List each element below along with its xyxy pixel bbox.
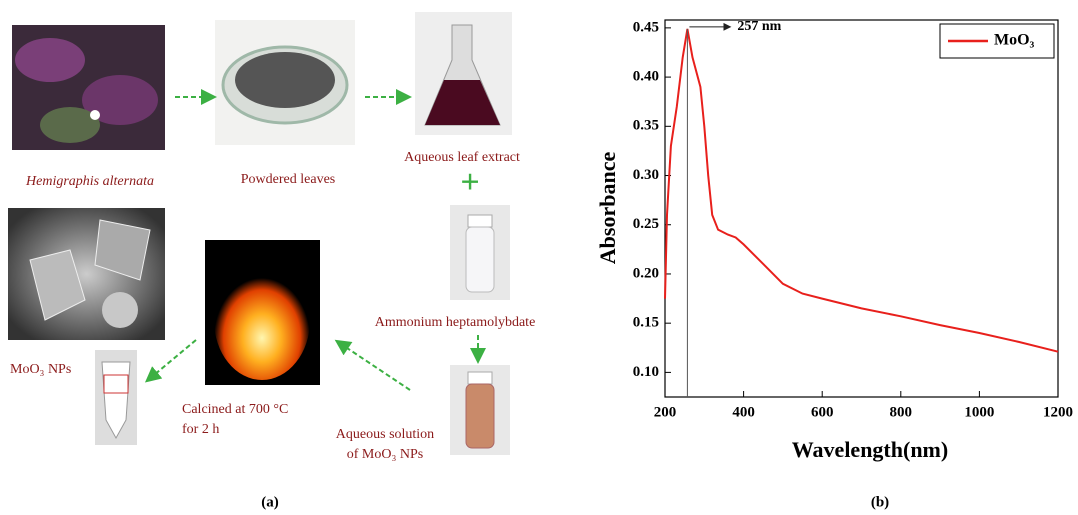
y-tick-label: 0.25	[633, 216, 659, 232]
y-tick-label: 0.20	[633, 265, 659, 281]
plot-frame	[665, 20, 1058, 397]
y-tick-label: 0.10	[633, 364, 659, 380]
y-tick-label: 0.35	[633, 118, 659, 134]
annotation: 257 nm	[737, 19, 781, 34]
caption: (b)	[871, 494, 889, 510]
plant-photo	[12, 25, 165, 150]
y-tick-label: 0.45	[633, 19, 659, 35]
fire-photo	[205, 240, 320, 385]
x-axis-label: Wavelength(nm)	[792, 437, 948, 462]
label: MoO₃ NPs	[10, 362, 71, 377]
solution-tube	[450, 365, 510, 455]
sem-image	[8, 208, 165, 340]
x-tick-label: 200	[654, 404, 677, 420]
y-tick-label: 0.30	[633, 167, 659, 183]
plus: +	[460, 164, 479, 201]
figure: + Hemigraphis alternata Powdered leaves …	[0, 0, 1078, 515]
x-tick-label: 1200	[1043, 404, 1073, 420]
label: Calcined at 700 °C	[182, 402, 288, 417]
y-tick-label: 0.40	[633, 69, 659, 85]
x-tick-label: 800	[890, 404, 913, 420]
x-tick-label: 400	[732, 404, 755, 420]
legend-label: MoO₃	[994, 32, 1035, 49]
label: for 2 h	[182, 422, 219, 437]
x-tick-label: 600	[811, 404, 834, 420]
line	[665, 29, 1058, 352]
y-axis-label: Absorbance	[595, 152, 620, 265]
arrow	[148, 340, 196, 380]
flask-photo	[415, 12, 512, 135]
caption: (a)	[261, 494, 279, 510]
product-tube	[95, 350, 137, 445]
label: Powdered leaves	[241, 172, 335, 187]
label: Aqueous leaf extract	[404, 150, 520, 165]
label: Aqueous solution	[336, 427, 434, 442]
arrow	[338, 342, 410, 390]
label: Ammonium heptamolybdate	[375, 315, 536, 330]
x-tick-label: 1000	[964, 404, 994, 420]
powder-photo	[215, 20, 355, 145]
label: Hemigraphis alternata	[25, 174, 154, 189]
label: of MoO₃ NPs	[347, 447, 423, 462]
y-tick-label: 0.15	[633, 315, 659, 331]
precursor-tube	[450, 205, 510, 300]
